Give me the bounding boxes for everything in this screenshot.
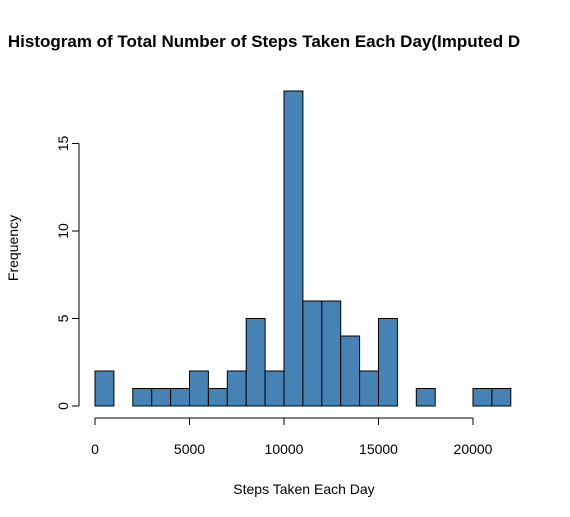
y-tick-label: 0: [55, 402, 71, 410]
histogram-bar: [472, 388, 493, 407]
histogram-bar: [491, 388, 512, 407]
histogram-bar: [245, 318, 266, 407]
histogram-bar: [94, 370, 115, 407]
histogram-bar: [321, 300, 342, 407]
x-tick-label: 0: [91, 441, 99, 457]
chart-title: Histogram of Total Number of Steps Taken…: [8, 32, 520, 51]
x-tick-label: 5000: [174, 441, 205, 457]
histogram-bar: [415, 388, 436, 407]
histogram-bar: [170, 388, 191, 407]
histogram-bar: [378, 318, 398, 407]
histogram-bar: [264, 370, 285, 407]
histogram-bar: [189, 370, 209, 407]
y-axis-title: Frequency: [5, 215, 21, 281]
x-tick-label: 20000: [454, 441, 493, 457]
histogram-bar: [226, 370, 247, 407]
x-axis: 0 5000 10000 15000 20000: [91, 417, 493, 457]
histogram-bar: [283, 90, 304, 407]
y-axis: 0 5 10 15: [55, 136, 80, 410]
histogram-bar: [340, 335, 361, 407]
bars-group: [94, 90, 512, 407]
x-axis-title: Steps Taken Each Day: [233, 481, 374, 497]
histogram-bar: [207, 388, 228, 407]
y-tick-label: 15: [55, 136, 71, 152]
histogram-bar: [359, 370, 380, 407]
histogram-bar: [132, 388, 153, 407]
y-tick-label: 10: [55, 223, 71, 239]
x-tick-label: 15000: [359, 441, 398, 457]
x-tick-label: 10000: [265, 441, 304, 457]
histogram-bar: [151, 388, 172, 407]
y-tick-label: 5: [55, 314, 71, 322]
histogram-bar: [302, 300, 323, 407]
